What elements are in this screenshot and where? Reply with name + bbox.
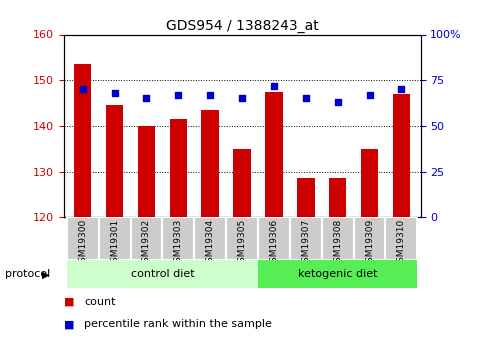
Bar <box>328 178 346 217</box>
Bar <box>258 260 416 288</box>
Text: GSM19304: GSM19304 <box>205 219 214 268</box>
Point <box>333 99 341 105</box>
Bar <box>296 178 314 217</box>
Text: GSM19309: GSM19309 <box>365 219 373 268</box>
Point <box>174 92 182 98</box>
Bar <box>233 149 250 217</box>
Text: GSM19310: GSM19310 <box>396 219 405 268</box>
Point <box>206 92 214 98</box>
Bar <box>162 217 194 260</box>
Bar <box>169 119 187 217</box>
Bar <box>225 217 258 260</box>
Bar <box>99 217 130 260</box>
Bar <box>67 217 99 260</box>
Text: GSM19305: GSM19305 <box>237 219 246 268</box>
Bar <box>264 92 282 217</box>
Text: GSM19302: GSM19302 <box>142 219 151 268</box>
Text: ketogenic diet: ketogenic diet <box>297 269 377 279</box>
Bar <box>138 126 155 217</box>
Bar <box>360 149 378 217</box>
Bar <box>105 105 123 217</box>
Point <box>269 83 277 88</box>
Text: percentile rank within the sample: percentile rank within the sample <box>84 319 271 329</box>
Bar <box>258 217 289 260</box>
Point <box>301 96 309 101</box>
Bar <box>67 260 258 288</box>
Text: GSM19300: GSM19300 <box>78 219 87 268</box>
Text: GSM19303: GSM19303 <box>173 219 183 268</box>
Point <box>365 92 373 98</box>
Bar <box>74 64 91 217</box>
Bar <box>201 110 219 217</box>
Bar <box>194 217 225 260</box>
Text: GSM19307: GSM19307 <box>301 219 310 268</box>
Bar <box>130 217 162 260</box>
Text: count: count <box>84 297 115 307</box>
Point <box>142 96 150 101</box>
Point <box>238 96 245 101</box>
Text: ■: ■ <box>63 319 74 329</box>
Bar <box>289 217 321 260</box>
Text: ■: ■ <box>63 297 74 307</box>
Text: GSM19301: GSM19301 <box>110 219 119 268</box>
Point <box>397 87 405 92</box>
Bar <box>353 217 385 260</box>
Text: GSM19308: GSM19308 <box>332 219 342 268</box>
Text: protocol: protocol <box>5 269 50 279</box>
Text: control diet: control diet <box>130 269 194 279</box>
Point <box>79 87 86 92</box>
Bar <box>321 217 353 260</box>
Text: GSM19306: GSM19306 <box>269 219 278 268</box>
Title: GDS954 / 1388243_at: GDS954 / 1388243_at <box>165 19 318 33</box>
Text: ▶: ▶ <box>41 269 49 279</box>
Bar <box>392 94 409 217</box>
Bar <box>385 217 416 260</box>
Point <box>110 90 118 96</box>
